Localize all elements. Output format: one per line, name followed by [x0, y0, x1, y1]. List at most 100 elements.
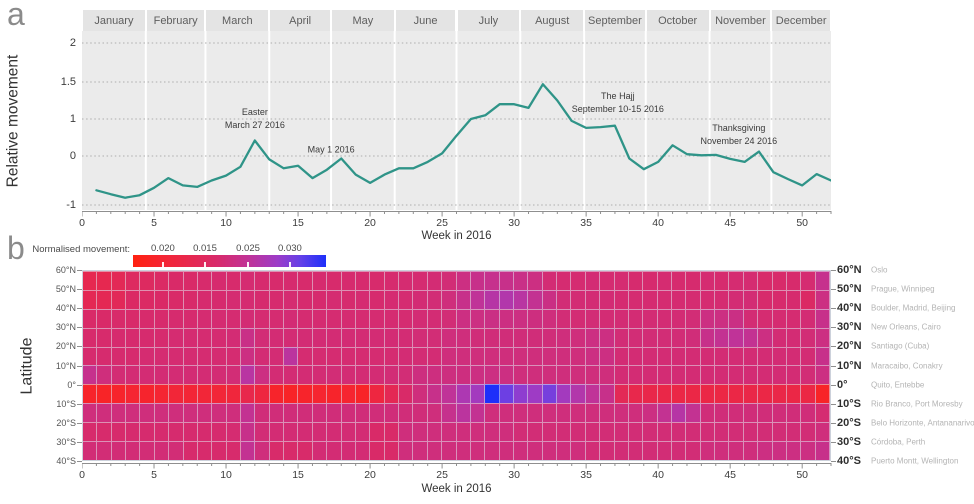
heatmap-cell	[169, 403, 184, 423]
heatmap-cell	[715, 441, 730, 460]
heatmap-cell	[327, 346, 342, 366]
heatmap-cell	[384, 271, 400, 290]
latitude-label-right: 10°S	[837, 397, 861, 410]
heatmap-cell	[327, 384, 342, 404]
x-tick-label: 10	[220, 469, 232, 481]
lat-tick-left	[77, 308, 82, 310]
y-tick-label: 0	[69, 150, 76, 162]
heatmap-cell	[585, 271, 601, 290]
heatmap-cell	[585, 403, 601, 423]
heatmap-cell	[384, 327, 400, 347]
heatmap-cell	[686, 441, 701, 460]
heatmap-cell	[370, 441, 385, 460]
heatmap-cell	[169, 422, 184, 442]
heatmap-cell	[384, 403, 400, 423]
heatmap-cell	[442, 271, 457, 290]
heatmap-cell	[126, 365, 141, 385]
heatmap-cell	[97, 422, 112, 442]
heatmap-cell	[614, 289, 629, 309]
heatmap-cell	[786, 441, 802, 460]
heatmap-cell	[399, 422, 414, 442]
heatmap-cell	[485, 327, 500, 347]
heatmap-cell	[513, 308, 529, 328]
heatmap-cell	[212, 271, 227, 290]
heatmap-cell	[686, 327, 701, 347]
heatmap-cell	[154, 308, 170, 328]
heatmap-cell	[442, 346, 457, 366]
annotation-line: May 1 2016	[307, 144, 355, 155]
heatmap-cell	[528, 441, 543, 460]
heatmap-cell	[298, 289, 313, 309]
panel-a-label: a	[7, 0, 25, 32]
heatmap-cell	[298, 422, 313, 442]
heatmap-cell	[370, 422, 385, 442]
heatmap-cell	[485, 289, 500, 309]
heatmap-cell	[686, 346, 701, 366]
colorbar-tick-mark	[161, 262, 164, 267]
heatmap-cell	[241, 271, 256, 290]
heatmap-cell	[815, 271, 830, 290]
heatmap-cell	[427, 441, 443, 460]
heatmap-cell	[772, 403, 787, 423]
heatmap-cell	[442, 365, 457, 385]
heatmap-cell	[312, 441, 328, 460]
heatmap-cell	[729, 346, 744, 366]
heatmap-cell	[312, 346, 328, 366]
heatmap-cell	[772, 346, 787, 366]
heatmap-cell	[327, 327, 342, 347]
heatmap-cell	[528, 403, 543, 423]
heatmap-cell	[140, 365, 155, 385]
heatmap-cell	[614, 441, 629, 460]
heatmap-cell	[499, 308, 514, 328]
heatmap-cell	[241, 327, 256, 347]
heatmap-cell	[815, 384, 830, 404]
heatmap-cell	[284, 327, 299, 347]
heatmap-cell	[154, 346, 170, 366]
heatmap-cell	[470, 403, 486, 423]
heatmap-cell	[671, 403, 687, 423]
heatmap-cell	[643, 346, 658, 366]
heatmap-cell	[499, 346, 514, 366]
heatmap-cell	[628, 271, 644, 290]
heatmap-cell	[628, 346, 644, 366]
heatmap-cell	[772, 422, 787, 442]
heatmap-cell	[97, 346, 112, 366]
heatmap-cell	[643, 422, 658, 442]
heatmap-cell	[341, 403, 356, 423]
heatmap-cell	[140, 403, 155, 423]
heatmap-cell	[758, 422, 773, 442]
heatmap-cell	[355, 441, 371, 460]
city-label: Puerto Montt, Wellington	[871, 456, 959, 466]
heatmap-cell	[585, 384, 601, 404]
heatmap-cell	[226, 441, 242, 460]
x-tick-label: 50	[796, 469, 809, 481]
heatmap-cell	[628, 308, 644, 328]
heatmap-cell	[169, 308, 184, 328]
heatmap-cell	[758, 403, 773, 423]
x-tick-label: 50	[796, 217, 809, 229]
heatmap-cell	[97, 365, 112, 385]
heatmap-cell	[97, 289, 112, 309]
heatmap-cell	[255, 365, 270, 385]
heatmap-cell	[600, 365, 615, 385]
lat-tick-right	[831, 308, 836, 310]
city-label: New Orleans, Cairo	[871, 322, 941, 332]
latitude-label-left: 0°	[67, 379, 76, 390]
annotation-line: March 27 2016	[224, 120, 285, 130]
heatmap-cell	[126, 422, 141, 442]
heatmap-cell	[499, 403, 514, 423]
heatmap-cell	[542, 403, 558, 423]
heatmap-cell	[528, 308, 543, 328]
x-tick-label: 45	[724, 217, 737, 229]
heatmap-cell	[169, 365, 184, 385]
heatmap-cell	[298, 308, 313, 328]
heatmap-cell	[485, 365, 500, 385]
heatmap-cell	[427, 384, 443, 404]
heatmap-cell	[815, 422, 830, 442]
heatmap-cell	[801, 441, 816, 460]
heatmap-cell	[399, 441, 414, 460]
heatmap-cell	[542, 384, 558, 404]
heatmap-cell	[786, 308, 802, 328]
month-box: December	[772, 10, 830, 31]
heatmap-cell	[485, 308, 500, 328]
